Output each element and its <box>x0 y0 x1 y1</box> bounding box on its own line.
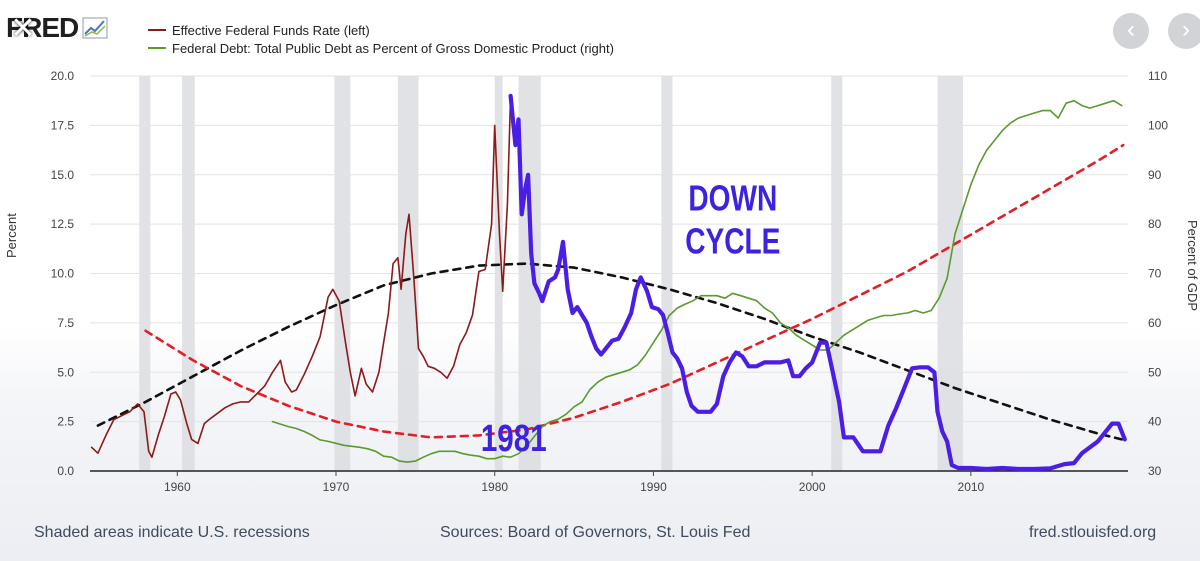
grid-lines <box>90 75 1128 423</box>
x-tick-label: 2010 <box>958 480 985 494</box>
x-tick-label: 1960 <box>164 480 191 494</box>
legend-item-debt: Federal Debt: Total Public Debt as Perce… <box>148 39 614 57</box>
annotation-down: DOWN <box>688 178 777 218</box>
y-tick-label-right: 90 <box>1148 168 1162 182</box>
next-button[interactable]: › <box>1168 13 1200 49</box>
y-tick-label-right: 50 <box>1148 365 1162 379</box>
footer-source-link[interactable]: fred.stlouisfed.org <box>1029 524 1157 541</box>
y-tick-label-left: 2.5 <box>57 415 74 429</box>
x-tick-label: 2000 <box>799 480 826 494</box>
series-lines <box>90 93 1127 472</box>
chart-trend-icon <box>82 17 108 39</box>
series-line-0 <box>90 95 512 459</box>
y-tick-label-left: 5.0 <box>57 365 74 379</box>
legend-swatch-green <box>148 47 166 49</box>
y-tick-label-left: 12.5 <box>51 217 75 231</box>
legend-label-debt: Federal Debt: Total Public Debt as Perce… <box>172 40 614 56</box>
legend-swatch-red <box>148 29 166 31</box>
previous-button[interactable]: ‹ <box>1113 13 1149 49</box>
x-tick-label: 1990 <box>640 480 667 494</box>
footer-recession-note: Shaded areas indicate U.S. recessions <box>34 524 310 541</box>
series-line-2 <box>271 99 1123 463</box>
y-tick-label-left: 20.0 <box>51 69 75 83</box>
y-tick-label-left: 7.5 <box>57 316 74 330</box>
axes: 0.0 2.5 5.0 7.5 10.0 12.5 15.0 17.5 20.0 30 40 50 60… <box>51 69 1169 494</box>
y-tick-label-right: 80 <box>1148 217 1162 231</box>
annotation-cycle: CYCLE <box>685 221 780 261</box>
y-tick-label-right: 60 <box>1148 316 1162 330</box>
y-tick-label-right: 110 <box>1148 69 1167 83</box>
x-tick-label: 1980 <box>481 480 508 494</box>
y-tick-label-left: 15.0 <box>51 168 75 182</box>
fred-logo-text: FRED <box>6 12 79 43</box>
y-tick-label-right: 100 <box>1148 118 1168 132</box>
y-tick-label-left: 17.5 <box>51 118 75 132</box>
fred-logo: FRED <box>6 10 108 46</box>
y-tick-label-left: 10.0 <box>51 267 75 281</box>
y-tick-label-left: 0.0 <box>57 464 74 478</box>
series-line-3 <box>96 262 1123 441</box>
y-tick-label-right: 70 <box>1148 267 1162 281</box>
y-axis-title-right: Percent of GDP <box>1185 220 1200 312</box>
y-axis-title-left: Percent <box>4 213 19 258</box>
legend-label-fed-funds: Effective Federal Funds Rate (left) <box>172 22 370 38</box>
y-tick-label-right: 40 <box>1148 415 1162 429</box>
series-line-1 <box>508 93 1127 472</box>
close-icon[interactable]: ✕ <box>10 12 36 45</box>
y-tick-label-right: 30 <box>1148 464 1162 478</box>
x-tick-label: 1970 <box>323 480 350 494</box>
footer-sources: Sources: Board of Governors, St. Louis F… <box>440 524 751 541</box>
legend-item-fed-funds: Effective Federal Funds Rate (left) <box>148 21 614 39</box>
series-line-4 <box>144 143 1125 439</box>
chart-legend: Effective Federal Funds Rate (left) Fede… <box>148 21 614 57</box>
annotation-1981: 1981 <box>481 418 547 460</box>
